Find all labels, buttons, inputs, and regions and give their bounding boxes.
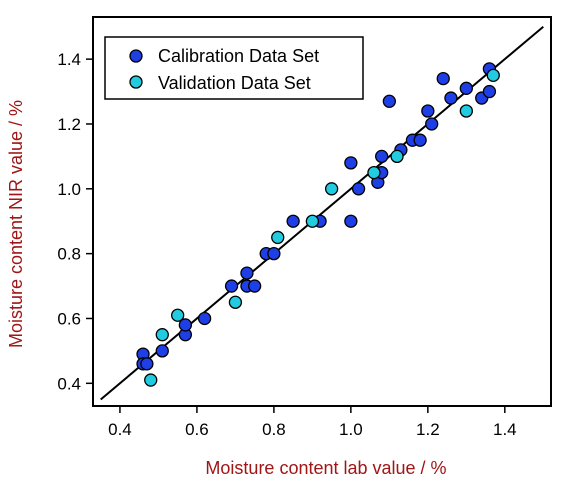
calibration-point [240,266,254,280]
validation-point [324,182,339,196]
calibration-point [344,214,358,228]
plot-frame [92,16,552,407]
calibration-point [413,133,427,147]
validation-point [155,328,169,342]
x-tick-label: 1.2 [416,420,440,439]
y-tick-label: 0.6 [57,309,81,328]
calibration-point [421,104,435,118]
y-tick-label: 1.0 [57,180,81,199]
x-tick-label: 0.8 [262,420,286,439]
validation-point [367,165,381,180]
calibration-point [482,84,497,99]
calibration-point [178,318,193,332]
validation-point [228,295,243,309]
y-tick-label: 1.2 [57,115,81,134]
legend-box [104,36,364,100]
validation-point [486,68,500,82]
y-axis-title: Moisture content NIR value / % [6,100,26,348]
y-tick-label: 0.4 [57,374,81,393]
legend-marker-validation [129,75,143,89]
calibration-point [267,246,281,261]
x-tick-label: 0.4 [108,420,132,439]
calibration-point [375,149,389,164]
data-points [136,62,500,387]
calibration-point [197,311,212,326]
calibration-point [382,94,397,108]
calibration-point [351,182,366,196]
legend-label-calibration: Calibration Data Set [158,46,319,66]
x-tick-label: 1.0 [339,420,363,439]
x-tick-label: 0.6 [185,420,209,439]
legend-label-validation: Validation Data Set [158,73,311,93]
calibration-point [444,91,458,105]
y-tick-label: 1.4 [57,50,81,69]
validation-point [459,104,473,118]
calibration-point [436,71,450,86]
x-tick-label: 1.4 [493,420,517,439]
calibration-point [224,279,239,293]
validation-point [271,230,285,245]
validation-point [390,149,404,164]
legend-marker-calibration [129,49,143,63]
calibration-point [140,357,154,371]
calibration-point [344,156,358,170]
y-tick-label: 0.8 [57,245,81,264]
calibration-point [425,117,439,131]
calibration-point [459,81,473,95]
validation-point [171,308,185,322]
calibration-point [286,214,300,228]
calibration-point [247,279,262,293]
validation-point [305,214,320,228]
validation-point [144,373,158,387]
calibration-point [155,344,169,358]
legend: Calibration Data Set Validation Data Set [104,36,364,100]
x-axis-title: Moisture content lab value / % [205,458,446,478]
axis-ticks: 0.4 0.6 0.8 1.0 1.2 1.4 0.4 0.6 0.8 1.0 1.2 1.4 [57,50,516,439]
